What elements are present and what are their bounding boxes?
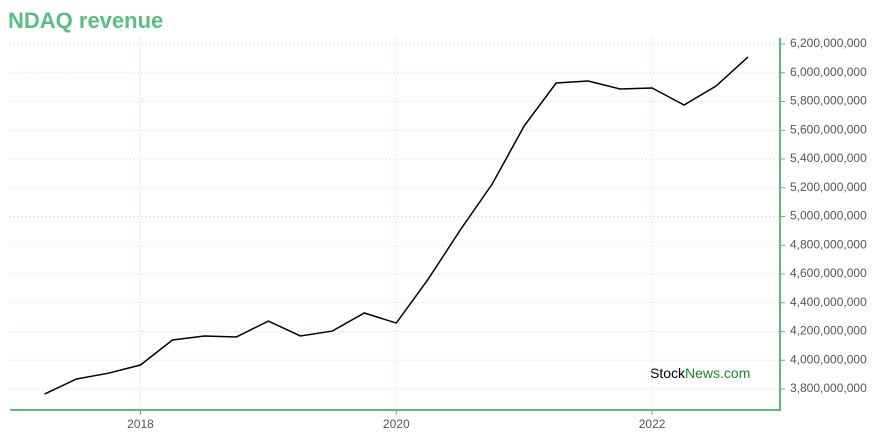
y-tick-label: 4,600,000,000 (790, 266, 867, 280)
y-tick-label: 5,600,000,000 (790, 122, 867, 136)
line-series (44, 56, 749, 395)
y-tick-label: 6,000,000,000 (790, 65, 867, 79)
watermark-brand: Stock (650, 365, 686, 381)
y-tick-label: 4,400,000,000 (790, 295, 867, 309)
chart-title: NDAQ revenue (8, 8, 163, 33)
y-tick-label: 4,200,000,000 (790, 324, 867, 338)
y-tick-label: 4,000,000,000 (790, 352, 867, 366)
y-tick-label: 3,800,000,000 (790, 381, 867, 395)
watermark: StockNews.com (650, 365, 750, 381)
watermark-domain: News.com (685, 365, 750, 381)
y-tick-label: 6,200,000,000 (790, 36, 867, 50)
y-tick-label: 5,000,000,000 (790, 209, 867, 223)
y-tick-label: 5,200,000,000 (790, 180, 867, 194)
y-tick-label: 5,800,000,000 (790, 94, 867, 108)
x-tick-label: 2022 (639, 417, 666, 431)
x-tick-label: 2018 (127, 417, 154, 431)
x-tick-label: 2020 (383, 417, 410, 431)
y-tick-label: 4,800,000,000 (790, 237, 867, 251)
y-tick-label: 5,400,000,000 (790, 151, 867, 165)
